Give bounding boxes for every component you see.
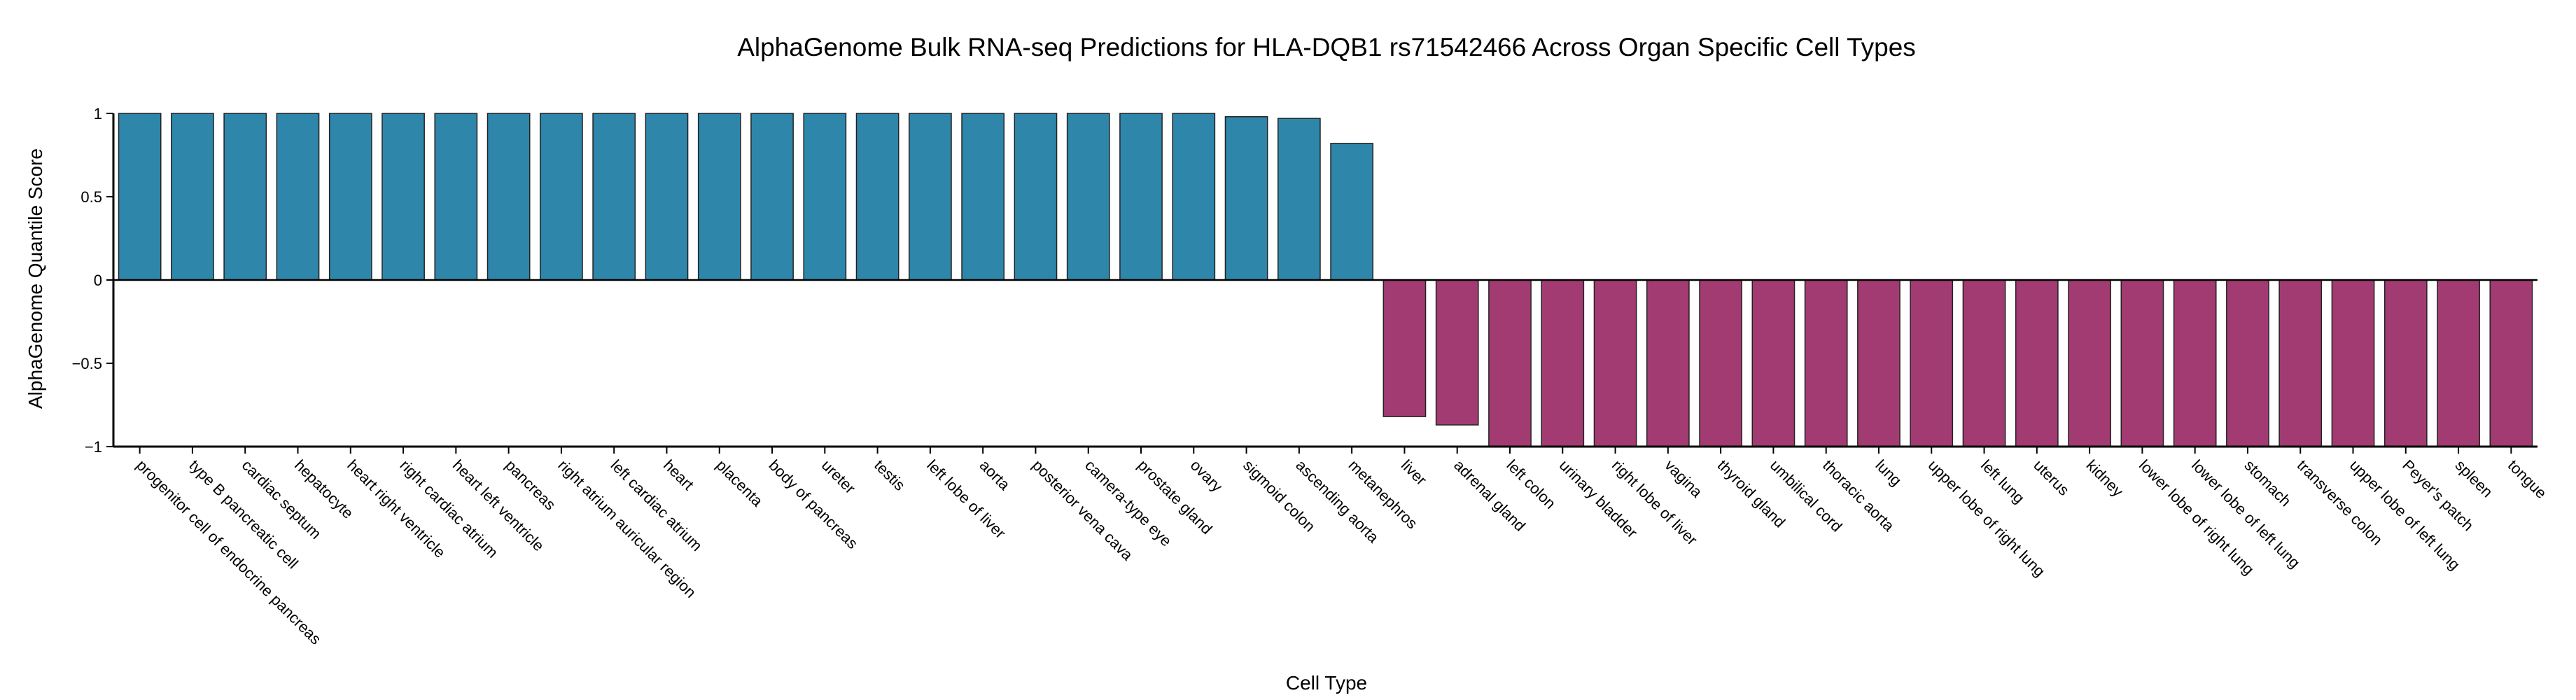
- chart-title: AlphaGenome Bulk RNA-seq Predictions for…: [737, 33, 1916, 62]
- bar: [2437, 279, 2480, 447]
- bar: [223, 113, 267, 281]
- x-axis-label: Cell Type: [1286, 672, 1367, 694]
- bar: [118, 113, 162, 281]
- x-tick-label: uterus: [2030, 456, 2073, 499]
- bar: [697, 113, 741, 281]
- x-tick-label: kidney: [2083, 456, 2127, 500]
- bar: [750, 113, 794, 281]
- bar: [1910, 279, 1954, 447]
- bar: [1699, 279, 1742, 447]
- x-tick-label: posterior vena cava: [1029, 456, 1137, 564]
- x-tick-label: liver: [1398, 456, 1430, 489]
- bar: [1646, 279, 1690, 447]
- bar-series: [113, 113, 2538, 447]
- bar: [1593, 279, 1637, 447]
- bar: [803, 113, 847, 281]
- x-tick-label: heart: [660, 456, 697, 493]
- x-tick-label: left cardiac atrium: [608, 456, 706, 554]
- bar: [2489, 279, 2533, 447]
- bar: [2015, 279, 2059, 447]
- bar: [1224, 116, 1268, 281]
- y-axis-label: AlphaGenome Quantile Score: [24, 148, 46, 409]
- bar: [540, 113, 583, 281]
- x-tick-label: progenitor cell of endocrine pancreas: [133, 456, 325, 648]
- y-axis: 1 0.5 0 −0.5 −1: [72, 105, 115, 456]
- bar: [1119, 113, 1163, 281]
- x-tick-label: stomach: [2241, 456, 2294, 510]
- bar: [645, 113, 689, 281]
- bar: [276, 113, 320, 281]
- bar: [1172, 113, 1216, 281]
- bar: [1488, 279, 1532, 447]
- y-tick-label: −1: [85, 438, 102, 456]
- y-tick-label: 1: [94, 105, 102, 122]
- bar: [2226, 279, 2269, 447]
- x-tick-label: left lung: [1977, 456, 2028, 507]
- bar: [2384, 279, 2428, 447]
- x-tick-label: aorta: [976, 456, 1014, 494]
- x-tick-label: right cardiac atrium: [397, 456, 502, 561]
- bar: [1541, 279, 1585, 447]
- bar: [909, 113, 952, 281]
- x-tick-label: testis: [871, 456, 909, 494]
- bar: [434, 113, 478, 281]
- y-tick-label: 0: [94, 272, 102, 289]
- x-tick-label: left colon: [1503, 456, 1559, 512]
- bar: [1804, 279, 1848, 447]
- x-axis: progenitor cell of endocrine pancreastyp…: [113, 445, 2550, 648]
- bar: [961, 113, 1005, 281]
- x-tick-label: placenta: [713, 456, 766, 510]
- bar: [2173, 279, 2217, 447]
- x-tick-label: ovary: [1187, 456, 1226, 496]
- bar: [486, 113, 531, 281]
- bar: [382, 113, 425, 281]
- y-tick-label: −0.5: [72, 355, 102, 372]
- x-tick-label: body of pancreas: [765, 456, 861, 552]
- bar: [1751, 279, 1795, 447]
- bar: [1382, 279, 1427, 417]
- x-tick-label: spleen: [2452, 456, 2497, 501]
- bar: [1277, 118, 1321, 281]
- bar: [2278, 279, 2323, 447]
- bar: [592, 113, 636, 281]
- bar: [1066, 113, 1110, 281]
- x-tick-label: heart left ventricle: [449, 456, 547, 554]
- x-tick-label: heart right ventricle: [344, 456, 449, 561]
- x-tick-label: tongue: [2505, 456, 2550, 502]
- bar: [1330, 143, 1374, 281]
- bar: [1962, 279, 2006, 447]
- x-tick-label: vagina: [1661, 456, 1706, 501]
- bar: [1014, 113, 1058, 281]
- bar: [171, 113, 214, 281]
- bar: [855, 113, 899, 281]
- bar: [2120, 279, 2164, 447]
- x-tick-label: ureter: [818, 456, 859, 497]
- bar: [2068, 279, 2111, 447]
- bar: [2331, 279, 2375, 447]
- x-tick-label: lung: [1872, 456, 1905, 489]
- y-tick-label: 0.5: [80, 188, 102, 206]
- bar: [328, 113, 372, 281]
- bar: [1857, 279, 1900, 447]
- bar: [1435, 279, 1479, 426]
